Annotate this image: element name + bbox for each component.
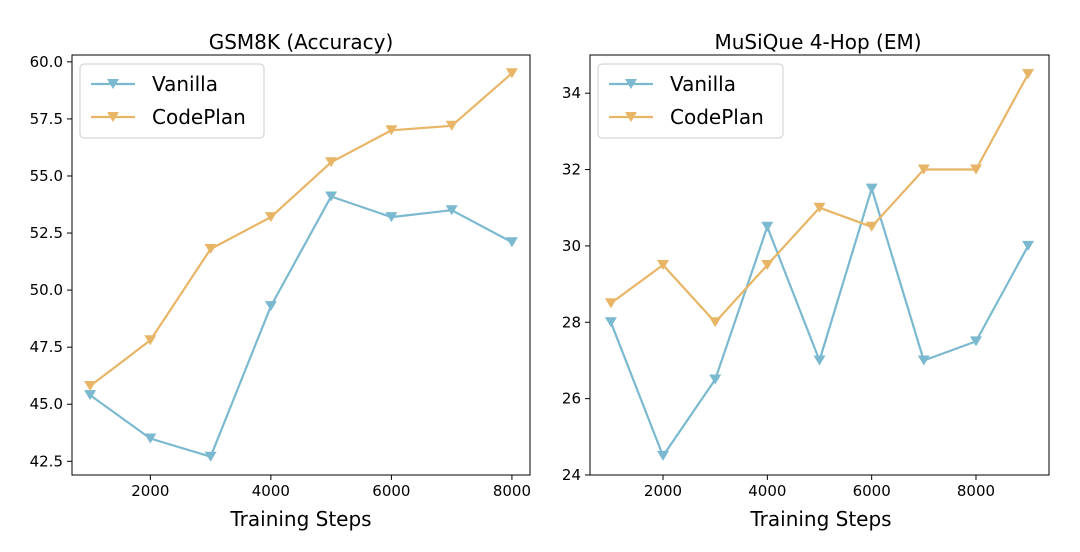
chart-musique: MuSiQue 4-Hop (EM) 2000 4000 6000 800024262…	[562, 30, 1050, 531]
data-point-vanilla	[505, 237, 518, 248]
legend-label-codeplan: CodePlan	[152, 105, 246, 129]
data-point-vanilla	[325, 191, 338, 202]
y-tick-label: 24	[562, 466, 581, 484]
legend-marker-vanilla	[107, 79, 119, 89]
x-tick-label: 6000	[853, 482, 891, 500]
data-point-vanilla	[144, 433, 157, 444]
data-point-codeplan	[445, 120, 458, 131]
x-tick-label: 4000	[748, 482, 786, 500]
data-point-vanilla	[264, 301, 277, 312]
y-tick-label: 42.5	[30, 452, 63, 470]
x-tick-label: 4000	[252, 482, 290, 500]
legend-marker-codeplan	[625, 112, 637, 122]
data-point-vanilla	[445, 205, 458, 216]
y-tick-label: 50.0	[30, 281, 63, 299]
data-point-codeplan	[604, 298, 617, 309]
data-point-codeplan	[84, 381, 97, 391]
legend-box	[79, 63, 265, 139]
x-tick-label: 8000	[493, 482, 531, 500]
data-point-codeplan	[264, 212, 277, 223]
chart-gsm8k: GSM8K (Accuracy) 2000 4000 6000 8000 42.5 45.…	[30, 30, 531, 531]
data-point-codeplan	[709, 317, 722, 328]
x-tick-label: 2000	[644, 482, 682, 500]
x-tick-label: 8000	[957, 482, 995, 500]
series-line-codeplan	[89, 72, 513, 387]
y-tick-label: 52.5	[30, 224, 63, 242]
data-point-codeplan	[865, 221, 878, 232]
data-point-vanilla	[865, 183, 878, 194]
axis-ticks: 2000 4000 6000 8000 24 26 28 30 32 34	[562, 84, 995, 500]
data-point-vanilla	[385, 212, 398, 223]
data-point-vanilla	[84, 390, 97, 401]
legend-label-vanilla: Vanilla	[670, 72, 736, 96]
y-tick-label: 60.0	[30, 53, 63, 71]
data-point-vanilla	[813, 355, 826, 366]
legend-marker-codeplan	[107, 112, 119, 122]
series-line-vanilla	[89, 195, 513, 458]
y-tick-label: 57.5	[30, 110, 63, 128]
y-tick-label: 28	[562, 313, 581, 331]
plot-marks	[604, 69, 1035, 461]
legend-box	[597, 63, 784, 139]
legend: Vanilla CodePlan	[79, 63, 265, 139]
axis-ticks: 2000 4000 6000 8000 42.5 45.0 47.5 50.0 52.5 55.0…	[30, 53, 531, 500]
data-point-codeplan	[1022, 69, 1035, 80]
data-point-codeplan	[970, 164, 982, 175]
x-tick-label: 6000	[372, 482, 410, 500]
data-point-codeplan	[917, 164, 930, 175]
data-point-codeplan	[204, 244, 217, 254]
legend-marker-vanilla	[625, 79, 637, 89]
data-point-vanilla	[917, 355, 930, 366]
data-point-codeplan	[144, 335, 157, 346]
y-tick-label: 47.5	[30, 338, 63, 356]
legend-label-codeplan: CodePlan	[670, 105, 764, 129]
legend: Vanilla CodePlan	[597, 63, 784, 139]
data-point-codeplan	[385, 125, 398, 136]
data-point-vanilla	[1022, 240, 1035, 251]
data-point-vanilla	[970, 336, 982, 347]
legend-label-vanilla: Vanilla	[152, 72, 218, 96]
data-point-codeplan	[657, 260, 669, 270]
y-tick-label: 45.0	[30, 395, 63, 413]
y-tick-label: 34	[562, 84, 581, 102]
y-tick-label: 32	[562, 161, 581, 179]
data-point-codeplan	[325, 157, 338, 168]
chart-title: MuSiQue 4-Hop (EM)	[714, 30, 921, 54]
data-point-vanilla	[657, 450, 669, 461]
data-point-vanilla	[604, 317, 617, 328]
y-tick-label: 30	[562, 237, 581, 255]
plot-marks	[84, 68, 518, 462]
y-tick-label: 55.0	[30, 167, 63, 185]
data-point-codeplan	[505, 68, 518, 79]
x-axis-label: Training Steps	[749, 507, 891, 531]
data-point-codeplan	[813, 202, 826, 213]
data-point-vanilla	[204, 451, 217, 462]
data-point-codeplan	[761, 260, 774, 270]
data-point-vanilla	[761, 221, 774, 232]
x-tick-label: 2000	[131, 482, 169, 500]
data-point-vanilla	[709, 374, 722, 385]
y-tick-label: 26	[562, 390, 581, 408]
x-axis-label: Training Steps	[229, 507, 371, 531]
chart-title: GSM8K (Accuracy)	[209, 30, 394, 54]
